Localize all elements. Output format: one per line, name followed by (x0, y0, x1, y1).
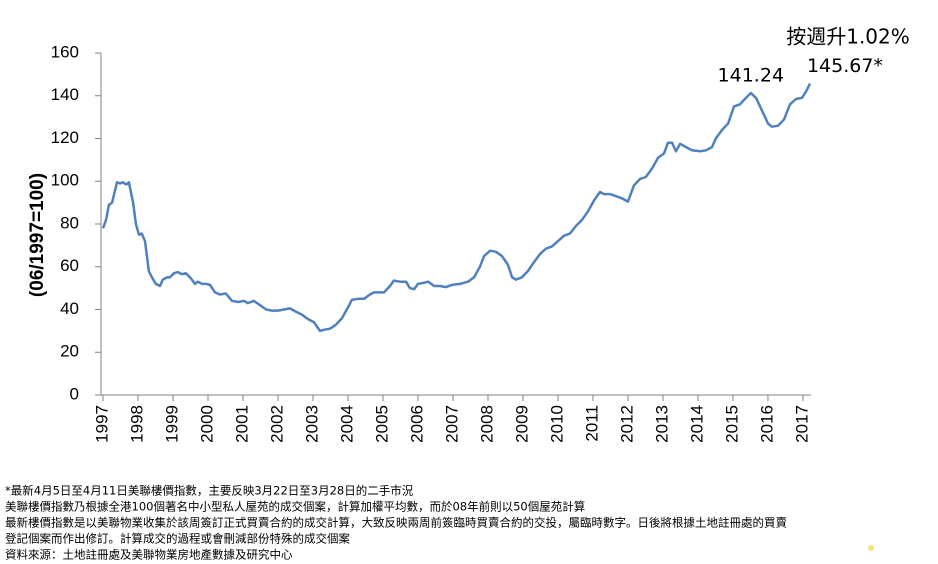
y-tick-label: 0 (70, 384, 79, 403)
y-tick-label: 100 (51, 171, 79, 190)
chart-title: 按週升1.02% (786, 25, 910, 49)
y-tick-label: 20 (60, 342, 79, 361)
x-tick-label: 2009 (512, 405, 531, 443)
y-axis-label: (06/1997=100) (27, 173, 48, 297)
data-label: 141.24 (718, 65, 784, 87)
x-tick-label: 1998 (127, 405, 146, 443)
data-line (101, 83, 812, 333)
footnote: 美聯樓價指數乃根據全港100個著名中小型私人屋苑的成交個案，計算加權平均數，而於… (5, 500, 585, 514)
footnote: *最新4月5日至4月11日美聯樓價指數，主要反映3月22日至3月28日的二手市況 (5, 484, 414, 498)
x-tick-label: 2013 (652, 405, 671, 443)
x-tick-label: 2004 (337, 405, 356, 443)
x-tick-label: 2016 (757, 405, 776, 443)
x-tick-label: 2017 (792, 405, 811, 443)
x-tick-label: 2008 (477, 405, 496, 443)
x-tick-label: 2012 (617, 405, 636, 443)
x-tick-label: 2005 (372, 405, 391, 443)
x-tick-label: 2007 (442, 405, 461, 443)
x-tick-label: 2006 (407, 405, 426, 443)
x-tick-label: 2014 (687, 405, 706, 443)
y-tick-label: 160 (51, 42, 79, 61)
footnote: 最新樓價指數是以美聯物業收集於該周簽訂正式買賣合約的成交計算，大致反映兩周前簽臨… (5, 516, 787, 530)
x-tick-label: 2011 (582, 405, 601, 442)
footnote: 登記個案而作出修訂。計算成交的過程或會刪減部份特殊的成交個案 (5, 532, 350, 546)
x-tick-label: 2000 (197, 405, 216, 443)
y-tick-label: 120 (51, 128, 79, 147)
footnote: 資料來源：土地註冊處及美聯物業房地產數據及研究中心 (5, 548, 293, 562)
x-tick-label: 2010 (547, 405, 566, 443)
x-tick-label: 2003 (302, 405, 321, 443)
x-tick-label: 1999 (162, 405, 181, 443)
data-label: 145.67* (807, 55, 883, 77)
x-tick-label: 1997 (92, 405, 111, 443)
y-tick-label: 80 (60, 213, 79, 232)
x-tick-label: 2015 (722, 405, 741, 443)
y-tick-label: 60 (60, 256, 79, 275)
y-tick-label: 40 (60, 299, 79, 318)
decoration-dot (868, 545, 874, 551)
x-tick-label: 2002 (267, 405, 286, 443)
x-tick-label: 2001 (232, 405, 251, 443)
y-tick-label: 140 (51, 85, 79, 104)
